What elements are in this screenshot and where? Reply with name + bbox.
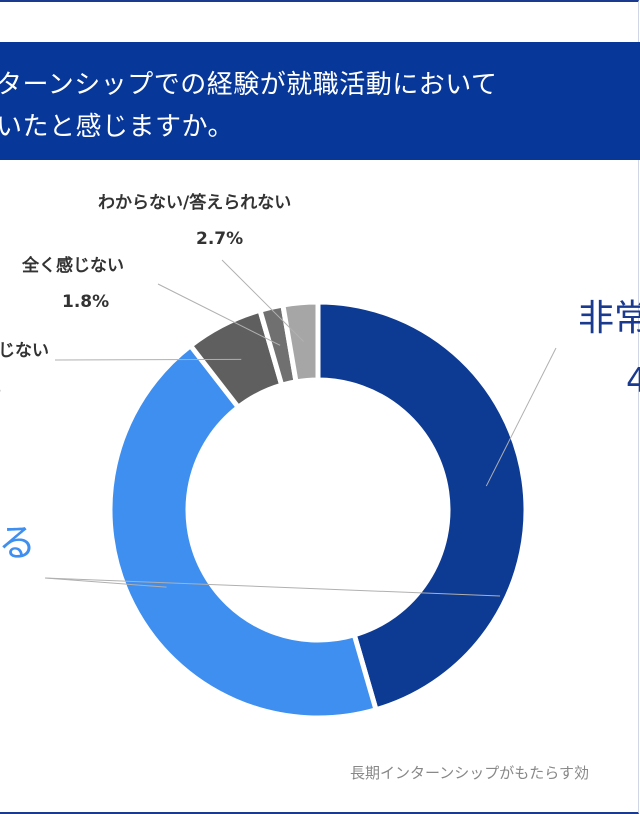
donut-slice (315, 299, 529, 713)
donut-slice (279, 299, 321, 385)
leader-line (44, 577, 167, 588)
data-label: 非常 (578, 298, 640, 339)
data-label: 4 (626, 361, 640, 401)
data-label: 。 (0, 377, 11, 397)
data-label: 1.8% (62, 292, 109, 312)
leader-line (221, 259, 305, 342)
data-label: 2.7% (196, 229, 243, 249)
donut-chart: わからない/答えられない 2.7% 全く感じない 1.8% じない。 非常 4 る (0, 192, 640, 721)
donut-slice (107, 342, 380, 721)
leader-line (44, 577, 501, 597)
data-label: る (0, 521, 36, 565)
data-label: 全く感じない (21, 255, 124, 276)
data-label: じない (0, 341, 49, 361)
title-banner: ターンシップでの経験が就職活動において いたと感じますか。 (0, 42, 640, 160)
leader-line (485, 347, 557, 487)
source-note: 長期インターンシップがもたらす効 (350, 764, 589, 782)
title-line-2: いたと感じますか。 (0, 112, 234, 142)
leader-line (54, 358, 242, 361)
data-label: わからない/答えられない (98, 192, 291, 213)
title-line-1: ターンシップでの経験が就職活動において (0, 70, 498, 100)
leader-line (157, 283, 281, 346)
